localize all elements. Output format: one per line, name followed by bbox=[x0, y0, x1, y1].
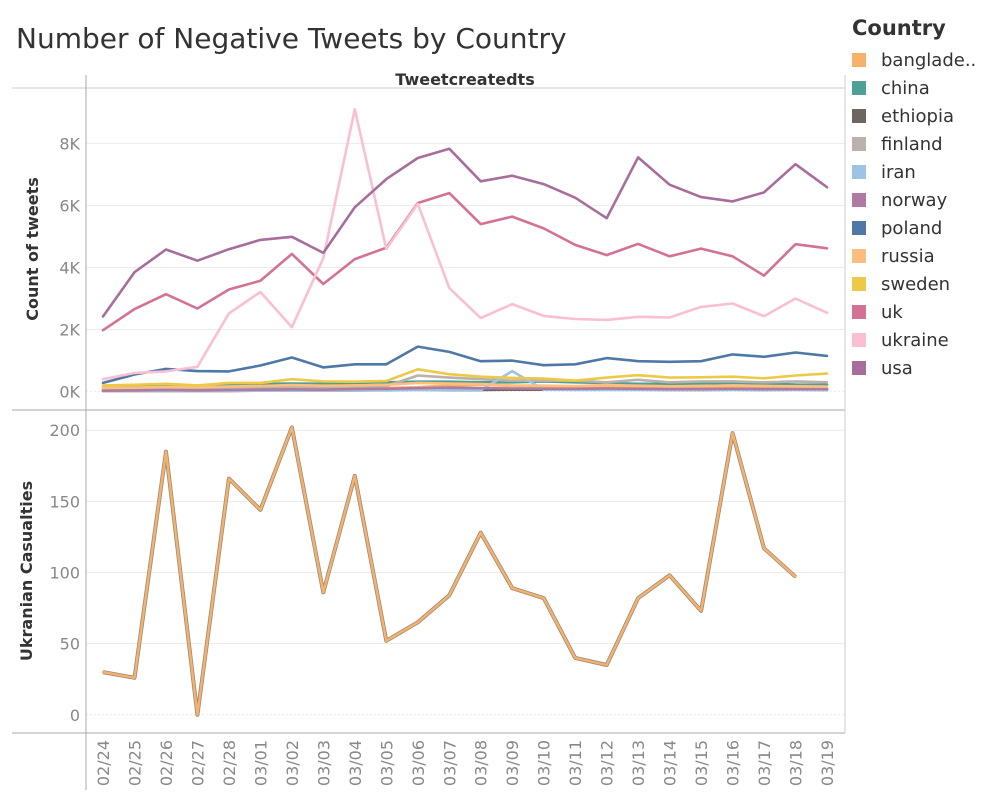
top-series-line-sweden bbox=[101, 367, 829, 387]
legend-label: banglade.. bbox=[881, 49, 977, 71]
x-tick-label: 03/04 bbox=[346, 740, 365, 786]
legend-item-sweden[interactable]: sweden bbox=[852, 270, 997, 298]
x-tick-label: 03/02 bbox=[283, 740, 302, 786]
bottom-y-tick-label: 200 bbox=[49, 421, 80, 440]
legend-title: Country bbox=[852, 16, 946, 40]
legend-label: usa bbox=[881, 357, 913, 379]
legend-label: norway bbox=[881, 189, 948, 211]
legend-item-uk[interactable]: uk bbox=[852, 298, 997, 326]
legend-label: uk bbox=[881, 301, 903, 323]
x-tick-label: 03/09 bbox=[503, 740, 522, 786]
top-series-line-ukraine bbox=[101, 108, 829, 381]
top-y-tick-label: 6K bbox=[59, 196, 80, 215]
x-tick-label: 03/07 bbox=[440, 740, 459, 786]
legend-item-iran[interactable]: iran bbox=[852, 158, 997, 186]
legend-item-usa[interactable]: usa bbox=[852, 354, 997, 382]
top-panel-gridlines bbox=[86, 142, 845, 393]
legend-item-finland[interactable]: finland bbox=[852, 130, 997, 158]
x-tick-label: 03/06 bbox=[409, 740, 428, 786]
x-tick-label: 03/10 bbox=[535, 740, 554, 786]
legend-swatch bbox=[852, 193, 866, 207]
chart-title: Number of Negative Tweets by Country bbox=[16, 22, 567, 55]
bottom-y-axis-title: Ukranian Casualties bbox=[17, 481, 36, 661]
x-tick-label: 03/01 bbox=[251, 740, 270, 786]
x-tick-label: 02/26 bbox=[157, 740, 176, 786]
legend-swatch bbox=[852, 221, 866, 235]
legend-swatch bbox=[852, 361, 866, 375]
top-y-tick-label: 2K bbox=[59, 321, 80, 340]
top-series-line-uk bbox=[101, 191, 829, 332]
legend-item-norway[interactable]: norway bbox=[852, 186, 997, 214]
top-series-line-norway bbox=[101, 386, 829, 393]
legend-swatch bbox=[852, 165, 866, 179]
legend-item-russia[interactable]: russia bbox=[852, 242, 997, 270]
top-series-line-russia bbox=[101, 381, 829, 390]
legend-item-banglade[interactable]: banglade.. bbox=[852, 46, 997, 74]
bottom-y-tick-label: 150 bbox=[49, 492, 80, 511]
legend-swatch bbox=[852, 305, 866, 319]
x-tick-label: 03/15 bbox=[692, 740, 711, 786]
legend-label: ethiopia bbox=[881, 105, 955, 127]
x-tick-label: 03/05 bbox=[377, 740, 396, 786]
x-tick-label: 02/28 bbox=[220, 740, 239, 786]
legend-item-ethiopia[interactable]: ethiopia bbox=[852, 102, 997, 130]
legend: Country banglade.. china ethiopia finland ir… bbox=[852, 16, 997, 382]
x-tick-label: 02/24 bbox=[94, 740, 113, 786]
x-tick-label: 03/19 bbox=[818, 740, 837, 786]
legend-swatch bbox=[852, 137, 866, 151]
legend-label: russia bbox=[881, 245, 935, 267]
x-tick-label: 03/08 bbox=[472, 740, 491, 786]
legend-items: banglade.. china ethiopia finland iran norway… bbox=[852, 46, 997, 382]
legend-label: china bbox=[881, 77, 930, 99]
x-tick-label: 03/18 bbox=[787, 740, 806, 786]
chart-frame bbox=[12, 75, 846, 790]
legend-swatch bbox=[852, 53, 866, 67]
bottom-y-ticks: 0 50 100 150 200 bbox=[49, 421, 80, 725]
legend-item-ukraine[interactable]: ukraine bbox=[852, 326, 997, 354]
x-tick-label: 03/11 bbox=[566, 740, 585, 786]
top-y-axis-title: Count of tweets bbox=[23, 177, 42, 321]
x-ticks: 02/24 02/25 02/26 02/27 02/28 03/01 03/02 03/03… bbox=[94, 740, 837, 786]
top-series bbox=[101, 108, 829, 393]
top-y-tick-label: 8K bbox=[59, 134, 80, 153]
x-tick-label: 02/25 bbox=[126, 740, 145, 786]
x-tick-label: 03/16 bbox=[724, 740, 743, 786]
bottom-y-tick-label: 50 bbox=[60, 635, 80, 654]
top-series-line-usa bbox=[101, 147, 829, 318]
top-y-tick-label: 0K bbox=[59, 383, 80, 402]
x-tick-label: 03/13 bbox=[629, 740, 648, 786]
bottom-series bbox=[101, 425, 797, 717]
bottom-panel-gridlines bbox=[86, 429, 845, 716]
top-series-line-poland bbox=[101, 345, 829, 385]
bottom-y-tick-label: 0 bbox=[70, 706, 80, 725]
x-tick-label: 03/12 bbox=[598, 740, 617, 786]
legend-label: ukraine bbox=[881, 329, 949, 351]
top-series-line-finland bbox=[101, 374, 829, 392]
x-tick-label: 03/03 bbox=[314, 740, 333, 786]
column-header: Tweetcreatedts bbox=[395, 70, 534, 89]
legend-swatch bbox=[852, 249, 866, 263]
legend-swatch bbox=[852, 109, 866, 123]
legend-swatch bbox=[852, 333, 866, 347]
x-tick-label: 02/27 bbox=[188, 740, 207, 786]
top-y-ticks: 0K 2K 4K 6K 8K bbox=[59, 134, 80, 401]
bottom-series-line-outline bbox=[102, 425, 797, 717]
legend-label: poland bbox=[881, 217, 943, 239]
legend-label: sweden bbox=[881, 273, 951, 295]
legend-item-china[interactable]: china bbox=[852, 74, 997, 102]
legend-label: iran bbox=[881, 161, 916, 183]
x-tick-label: 03/14 bbox=[661, 740, 680, 786]
x-tick-label: 03/17 bbox=[755, 740, 774, 786]
bottom-y-tick-label: 100 bbox=[49, 564, 80, 583]
legend-swatch bbox=[852, 81, 866, 95]
top-y-tick-label: 4K bbox=[59, 259, 80, 278]
legend-swatch bbox=[852, 277, 866, 291]
bottom-series-line-casualties bbox=[101, 426, 797, 716]
legend-label: finland bbox=[881, 133, 943, 155]
legend-item-poland[interactable]: poland bbox=[852, 214, 997, 242]
